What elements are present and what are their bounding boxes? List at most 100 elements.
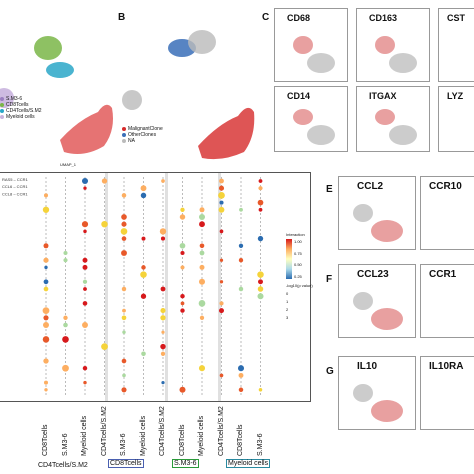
dot-mark	[257, 271, 264, 278]
dot-mark	[239, 207, 243, 212]
dot-mark	[42, 307, 50, 314]
dot-mark	[238, 372, 244, 378]
x-tick-label: CD8Tcells	[237, 424, 244, 456]
dot-mark	[180, 293, 185, 299]
color-scale-bar	[286, 239, 292, 279]
x-tick-label: S.M3-6	[120, 433, 127, 456]
dot-mark	[43, 257, 49, 263]
dot-mark	[160, 308, 166, 314]
dot-mark	[238, 387, 244, 393]
dot-mark	[121, 236, 127, 241]
dot-mark	[257, 286, 264, 292]
dot-mark	[101, 178, 108, 184]
x-tick-label: CD8Tcells	[42, 424, 49, 456]
dot-mark	[257, 199, 264, 206]
x-tick-label: S.M3-6	[61, 433, 69, 456]
dot-mark	[63, 315, 68, 320]
dot-mark	[44, 388, 48, 392]
dot-mark	[140, 271, 147, 278]
dot-mark	[63, 258, 68, 263]
group-label: Myeloid cells	[226, 459, 271, 468]
dot-mark	[121, 214, 127, 220]
dotplot-frame: RAS5 – CCR1 CCL6 – CCR1 CCL8 – CCR1	[0, 172, 311, 402]
gene-umap-card: IL10	[338, 356, 416, 430]
panel-e-label: E	[326, 184, 333, 195]
dot-mark	[43, 286, 49, 292]
dot-mark	[81, 177, 89, 185]
dot-mark	[121, 387, 127, 393]
x-tick-label: Myeloid cells	[81, 415, 88, 456]
dot-mark	[140, 192, 147, 199]
x-tick-label: Myeloid cells	[139, 415, 147, 456]
dot-mark	[219, 308, 224, 314]
dot-mark	[219, 258, 224, 262]
dot-mark	[219, 301, 224, 306]
panel-a-axis-label: UMAP_1	[60, 162, 77, 167]
row-label: RAS5 – CCR1	[2, 177, 29, 182]
panel-b-label: B	[118, 12, 126, 23]
dot-mark	[43, 322, 49, 328]
dot-mark	[121, 193, 127, 198]
dot-mark	[179, 386, 186, 393]
dot-mark	[140, 185, 147, 192]
x-tick-label: CD8Tcells	[178, 424, 186, 456]
x-tick-label: CD4Tcells/S.M2	[217, 406, 225, 456]
gene-umap-card: CCL23	[338, 264, 416, 338]
dot-mark	[83, 380, 87, 385]
dot-mark	[63, 322, 68, 328]
legend-item: NA	[122, 138, 192, 144]
dot-mark	[44, 265, 48, 270]
dot-mark	[199, 264, 205, 270]
dot-mark	[237, 365, 245, 372]
gene-umap-card: IL10RA	[420, 356, 474, 430]
dot-mark	[180, 250, 185, 256]
dot-mark	[122, 308, 126, 313]
dot-mark	[140, 293, 147, 299]
dot-mark	[121, 250, 127, 256]
dot-mark	[63, 250, 68, 256]
feature-plot	[293, 109, 335, 145]
dot-mark	[101, 343, 108, 350]
dot-mark	[120, 228, 128, 235]
feature-plot	[353, 204, 403, 242]
legend-item: OtherClones	[122, 132, 192, 138]
dot-mark	[257, 293, 264, 300]
dot-mark	[257, 235, 264, 242]
dot-mark	[122, 373, 126, 378]
feature-plot	[293, 36, 335, 73]
feature-plot	[353, 292, 403, 330]
dot-mark	[258, 179, 263, 183]
x-tick-label: S.M3-6	[256, 433, 264, 456]
dot-mark	[43, 279, 49, 285]
dot-mark	[121, 315, 127, 321]
panel-a-umap	[0, 20, 118, 160]
dot-mark	[258, 186, 263, 191]
dot-mark	[199, 207, 205, 213]
x-tick-label: Myeloid cells	[198, 415, 205, 456]
dot-mark	[160, 343, 166, 350]
gene-umap-card: CCR1	[420, 264, 474, 338]
dot-mark	[121, 286, 127, 292]
dot-mark	[160, 315, 166, 321]
x-tick-label: CD4Tcells/S.M2	[100, 406, 108, 456]
dotplot-canvas: RAS5 – CCR1 CCL6 – CCR1 CCL8 – CCR1	[2, 173, 264, 401]
group-divider	[165, 173, 168, 401]
dot-mark	[218, 192, 225, 199]
dotplot-legend: Interaction 1.00 0.75 0.50 0.25 -log10(p…	[286, 232, 313, 320]
group-divider	[218, 173, 221, 401]
feature-plot	[375, 36, 417, 73]
dot-mark	[141, 236, 146, 241]
legend-item: MalignantClone	[122, 126, 192, 132]
panel-a-scatter	[0, 36, 113, 154]
dot-mark	[62, 364, 69, 372]
dot-mark	[81, 221, 89, 228]
dot-mark	[82, 257, 88, 263]
dot-mark	[141, 265, 146, 270]
dot-mark	[43, 358, 49, 364]
panel-f-label: F	[326, 274, 333, 285]
dot-mark	[101, 220, 108, 228]
dot-mark	[199, 221, 205, 228]
dot-mark	[121, 358, 127, 364]
dot-mark	[82, 322, 88, 328]
panel-g-label: G	[326, 366, 334, 377]
